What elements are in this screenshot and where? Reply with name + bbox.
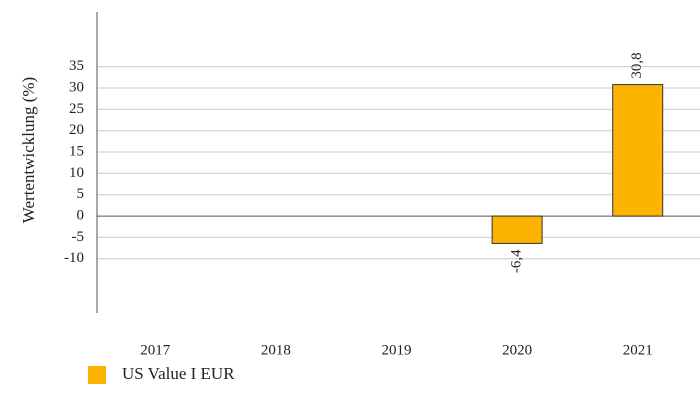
y-tick-label: 15 <box>69 143 84 159</box>
x-tick-label: 2019 <box>382 342 412 358</box>
y-tick-label: 5 <box>77 186 85 202</box>
x-tick-label: 2018 <box>261 342 291 358</box>
y-tick-label: 20 <box>69 122 84 138</box>
x-tick-label: 2017 <box>140 342 171 358</box>
value-label: 30,8 <box>629 52 645 78</box>
y-tick-label: -5 <box>72 229 85 245</box>
y-tick-label: 30 <box>69 79 84 95</box>
legend-swatch <box>88 366 106 384</box>
x-tick-label: 2021 <box>623 342 653 358</box>
bar <box>612 84 664 217</box>
y-tick-label: 35 <box>69 58 84 74</box>
y-axis-label: Wertentwicklung (%) <box>19 77 38 223</box>
x-tick-label: 2020 <box>502 342 532 358</box>
value-label: -6,4 <box>509 249 525 273</box>
bar <box>491 215 543 244</box>
y-tick-label: -10 <box>64 250 84 266</box>
y-tick-label: 10 <box>69 165 84 181</box>
legend-label: US Value I EUR <box>122 364 235 383</box>
y-tick-label: 0 <box>77 208 85 224</box>
y-tick-label: 25 <box>69 101 84 117</box>
